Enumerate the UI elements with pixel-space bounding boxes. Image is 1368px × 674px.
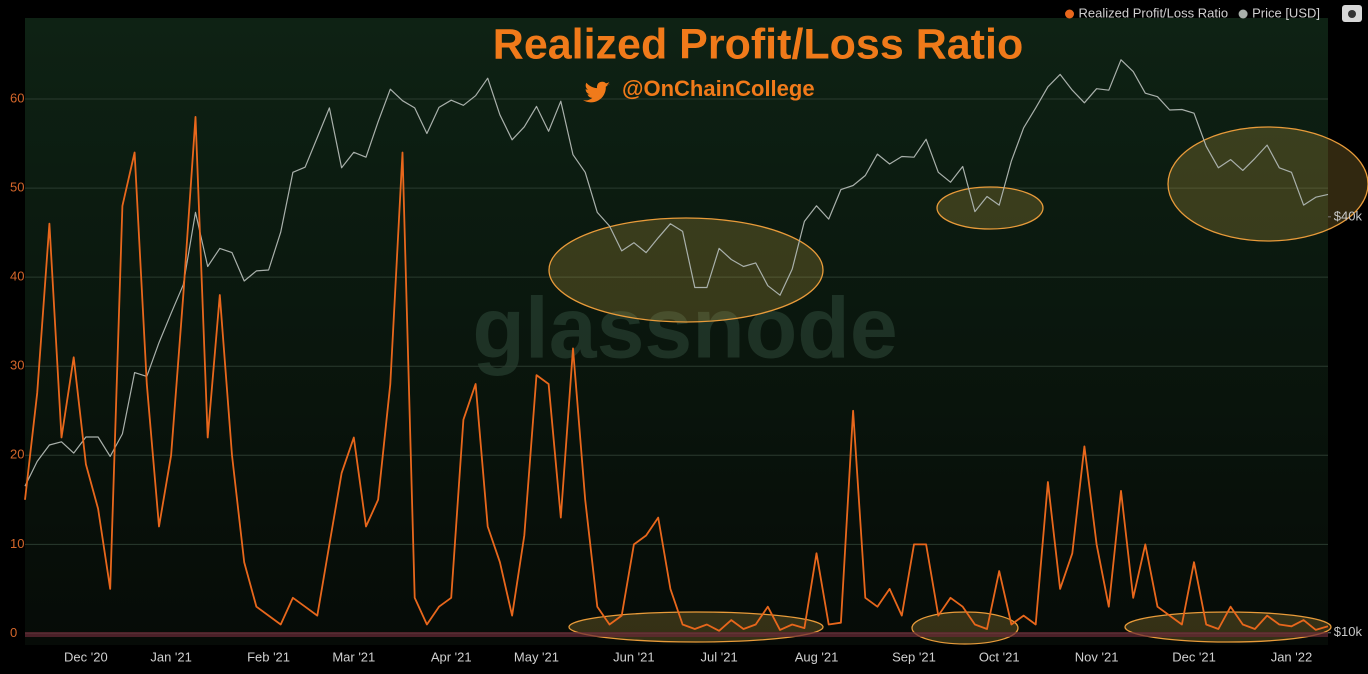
x-tick-label: May '21 xyxy=(514,649,559,664)
highlight-ellipse xyxy=(1167,126,1368,242)
x-tick-label: Apr '21 xyxy=(431,649,472,664)
x-tick-label: Feb '21 xyxy=(247,649,290,664)
twitter-icon xyxy=(583,81,610,103)
y-tick-label: 20 xyxy=(10,447,24,462)
subtitle: @OnChainCollege xyxy=(622,76,815,101)
x-tick-label: Oct '21 xyxy=(979,649,1020,664)
lines xyxy=(24,59,1329,632)
watermark: glassnode xyxy=(472,281,897,377)
camera-icon[interactable] xyxy=(1342,5,1362,22)
y-tick-label: 30 xyxy=(10,358,24,373)
camera-lens xyxy=(1348,10,1356,18)
x-tick-label: Dec '20 xyxy=(64,649,108,664)
y-tick-label: 10 xyxy=(10,536,24,551)
zero-band xyxy=(25,632,1328,637)
series-line xyxy=(24,59,1329,487)
legend-label: Realized Profit/Loss Ratio xyxy=(1079,5,1229,20)
x-tick-label: Nov '21 xyxy=(1075,649,1119,664)
highlight-ellipse xyxy=(936,186,1044,230)
series-line xyxy=(24,116,1329,632)
x-tick-label: Jul '21 xyxy=(701,649,738,664)
x-tick-label: Jun '21 xyxy=(613,649,655,664)
x-tick-label: Dec '21 xyxy=(1172,649,1216,664)
legend-swatch xyxy=(1238,9,1248,19)
x-tick-label: Jan '22 xyxy=(1271,649,1313,664)
y2-tick-label: $40k xyxy=(1334,208,1363,223)
y-tick-label: 60 xyxy=(10,90,24,105)
highlight-ellipse xyxy=(911,611,1019,645)
highlight-ellipse xyxy=(548,217,824,323)
y2-tick-label: $10k xyxy=(1334,624,1363,639)
y-tick-label: 40 xyxy=(10,269,24,284)
highlight-ellipse xyxy=(1124,611,1332,643)
x-tick-label: Jan '21 xyxy=(150,649,192,664)
x-tick-label: Mar '21 xyxy=(332,649,375,664)
y-tick-label: 50 xyxy=(10,180,24,195)
y-tick-label: 0 xyxy=(10,625,17,640)
legend-swatch xyxy=(1065,9,1075,19)
x-tick-label: Sep '21 xyxy=(892,649,936,664)
chart-title: Realized Profit/Loss Ratio xyxy=(493,20,1023,68)
x-tick-label: Aug '21 xyxy=(795,649,839,664)
legend: Price [USD] Realized Profit/Loss Ratio xyxy=(1065,5,1320,20)
legend-label: Price [USD] xyxy=(1252,5,1320,20)
